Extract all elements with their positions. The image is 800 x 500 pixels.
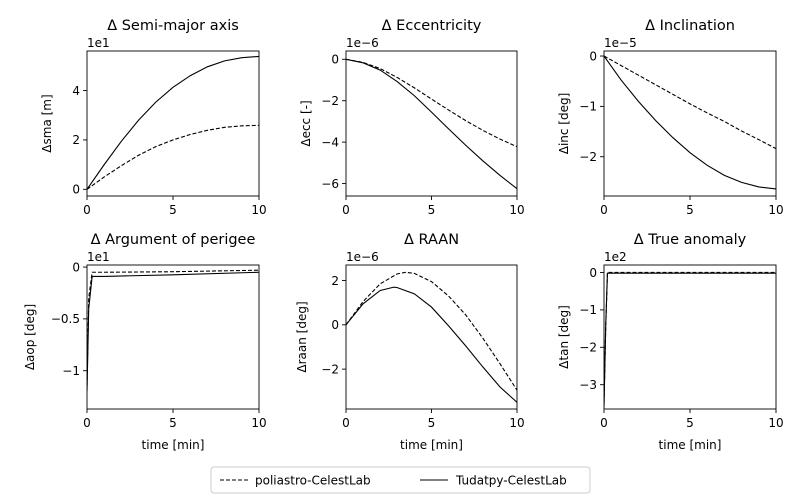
y-tick-label: 0 [72, 183, 80, 197]
y-tick-label: 2 [331, 274, 339, 288]
subplot-3: Δ Inclination 1e−5 0 5 10 −2 −1 0 Δinc [deg] [557, 18, 784, 217]
subplots-grid: Δ Semi-major axis 1e1 0 5 10 0 2 4 Δsma [m] Δ Ecc… [23, 18, 784, 452]
x-tick-label: 5 [169, 416, 177, 430]
subplot-6: Δ True anomaly 1e2 0 5 10 −3 −2 −1 0 Δtan [deg] ti… [557, 232, 784, 452]
series-line-tudatpy [604, 55, 776, 190]
y-tick-label: −2 [321, 94, 339, 108]
axes-frame [345, 50, 518, 197]
y-tick-label: 0 [72, 260, 80, 274]
y-tick-label: −3 [579, 378, 597, 392]
x-tick-label: 5 [428, 203, 436, 217]
x-tick-label: 5 [686, 416, 694, 430]
series-line-tudatpy [346, 286, 517, 403]
x-tick-label: 10 [509, 203, 524, 217]
series-line-poliastro [346, 271, 517, 391]
subplot-title: Δ Eccentricity [382, 18, 482, 34]
axes-frame [603, 50, 777, 197]
axis-multiplier: 1e−6 [346, 250, 379, 264]
y-tick-label: −2 [579, 341, 597, 355]
y-tick-label: −1 [579, 100, 597, 114]
x-tick-label: 0 [342, 416, 350, 430]
series-line-poliastro [87, 124, 259, 190]
y-tick-label: −4 [321, 135, 339, 149]
legend: poliastro-CelestLab Tudatpy-CelestLab [210, 466, 591, 494]
axis-multiplier: 1e−6 [346, 36, 379, 50]
y-axis-label: Δinc [deg] [557, 93, 571, 155]
x-tick-label: 10 [509, 416, 524, 430]
y-axis-label: Δtan [deg] [557, 305, 571, 369]
x-tick-label: 0 [83, 416, 91, 430]
legend-frame [210, 466, 591, 494]
axis-multiplier: 1e1 [87, 36, 110, 50]
x-tick-label: 10 [768, 416, 783, 430]
series-line-tudatpy [604, 272, 776, 408]
y-tick-label: 0 [331, 318, 339, 332]
axes-frame [345, 264, 518, 410]
axes-frame [603, 264, 777, 410]
x-tick-label: 0 [342, 203, 350, 217]
x-tick-label: 10 [251, 203, 266, 217]
x-tick-label: 5 [169, 203, 177, 217]
x-tick-label: 10 [768, 203, 783, 217]
y-axis-label: Δsma [m] [40, 94, 54, 152]
y-tick-label: −1 [62, 364, 80, 378]
y-axis-label: Δaop [deg] [23, 304, 37, 370]
subplot-title: Δ True anomaly [634, 232, 747, 248]
x-tick-label: 10 [251, 416, 266, 430]
x-tick-label: 0 [83, 203, 91, 217]
x-axis-label: time [min] [142, 438, 205, 452]
x-axis-label: time [min] [659, 438, 722, 452]
series-line-tudatpy [87, 271, 259, 392]
subplot-4: Δ Argument of perigee 1e1 0 5 10 −1 −0.5 0 Δaop … [23, 232, 267, 452]
x-tick-label: 5 [428, 416, 436, 430]
series-line-poliastro [87, 269, 259, 387]
axis-multiplier: 1e2 [604, 250, 627, 264]
legend-label-tudatpy: Tudatpy-CelestLab [455, 474, 567, 488]
y-tick-label: 0 [589, 266, 597, 280]
y-tick-label: 2 [72, 133, 80, 147]
y-tick-label: −1 [579, 303, 597, 317]
x-axis-label: time [min] [400, 438, 463, 452]
y-axis-label: Δraan [deg] [295, 301, 309, 372]
axis-multiplier: 1e1 [87, 250, 110, 264]
y-tick-label: −2 [579, 150, 597, 164]
y-tick-label: −2 [321, 362, 339, 376]
series-line-tudatpy [346, 58, 517, 190]
y-tick-label: −0.5 [51, 312, 80, 326]
legend-label-poliastro: poliastro-CelestLab [255, 474, 371, 488]
series-line-poliastro [346, 58, 517, 148]
x-tick-label: 0 [600, 416, 608, 430]
subplot-5: Δ RAAN 1e−6 0 5 10 −2 0 2 Δraan [deg] time [min] [295, 232, 525, 452]
y-tick-label: 0 [589, 49, 597, 63]
axes-frame [86, 264, 260, 410]
y-tick-label: 4 [72, 84, 80, 98]
axis-multiplier: 1e−5 [604, 36, 637, 50]
subplot-title: Δ RAAN [404, 232, 459, 248]
y-tick-label: −6 [321, 177, 339, 191]
y-tick-label: 0 [331, 53, 339, 67]
x-tick-label: 5 [686, 203, 694, 217]
subplot-title: Δ Inclination [645, 18, 735, 34]
axes-frame [86, 50, 260, 197]
subplot-title: Δ Semi-major axis [107, 18, 239, 34]
series-line-poliastro [604, 271, 776, 404]
series-line-tudatpy [87, 55, 259, 190]
subplot-title: Δ Argument of perigee [91, 232, 256, 248]
y-axis-label: Δecc [-] [299, 100, 313, 146]
subplot-1: Δ Semi-major axis 1e1 0 5 10 0 2 4 Δsma [m] [40, 18, 267, 217]
series-line-poliastro [604, 55, 776, 150]
x-tick-label: 0 [600, 203, 608, 217]
